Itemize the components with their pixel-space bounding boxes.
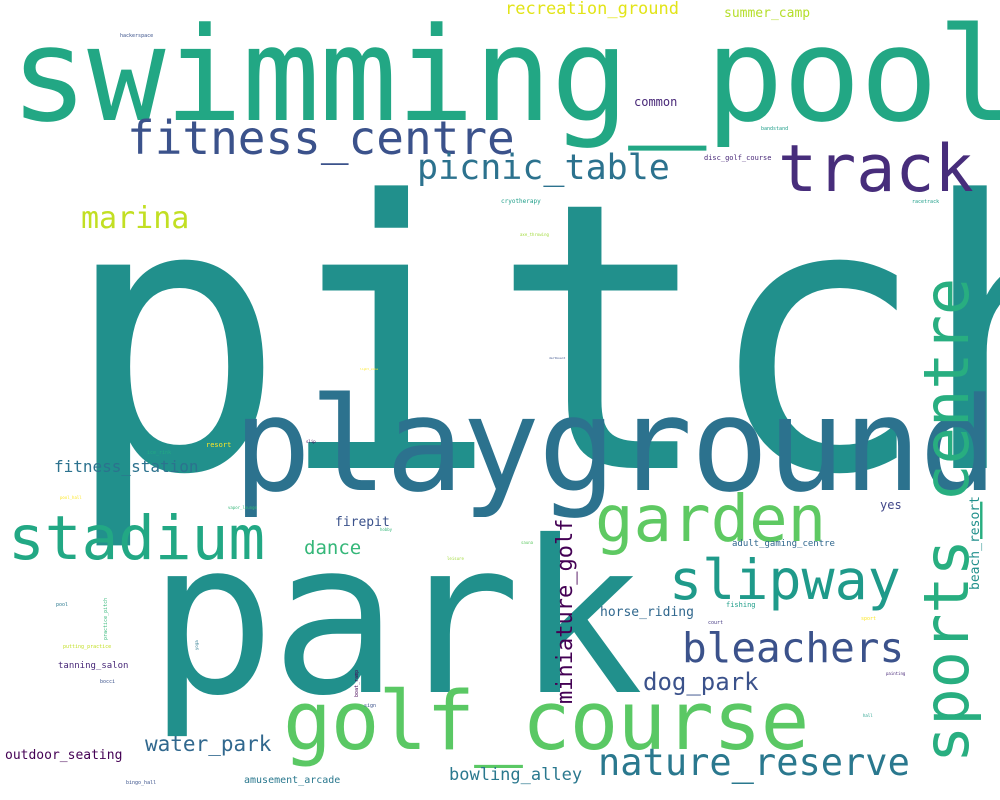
word: park bbox=[148, 495, 644, 742]
word: slip bbox=[306, 439, 316, 444]
word: amusement_arcade bbox=[244, 775, 341, 786]
word: practice_pitch bbox=[103, 597, 109, 640]
word: adult_gaming_centre bbox=[732, 539, 835, 549]
word: playground bbox=[233, 369, 998, 521]
word: bleachers bbox=[682, 624, 905, 672]
word: putting_practice bbox=[63, 644, 112, 650]
word: bandstand bbox=[761, 126, 789, 132]
word: sauna bbox=[521, 540, 534, 545]
word: swimming_pool bbox=[10, 0, 1000, 151]
word: fishing bbox=[726, 601, 756, 609]
word: common bbox=[634, 95, 678, 109]
word: boat_ramp bbox=[354, 669, 360, 697]
word: track bbox=[778, 132, 974, 207]
word: bowling_alley bbox=[449, 765, 583, 785]
word: outdoor_seating bbox=[5, 748, 123, 763]
word: sport bbox=[861, 616, 877, 622]
word: axe_throwing bbox=[520, 232, 549, 237]
word: fitness_station bbox=[54, 457, 199, 476]
word: resort bbox=[206, 441, 232, 449]
word: firepit bbox=[335, 515, 390, 530]
word: hobby bbox=[380, 527, 393, 532]
word: ice_rink bbox=[147, 450, 172, 456]
word: dartboard bbox=[549, 356, 566, 360]
word: miniature_golf bbox=[553, 518, 578, 704]
word: leisure bbox=[447, 556, 464, 561]
word: marina bbox=[81, 201, 190, 236]
word: painting bbox=[886, 671, 906, 676]
word: nature_reserve bbox=[598, 741, 910, 784]
word: dance bbox=[304, 537, 362, 559]
word: hackerspace bbox=[120, 33, 154, 39]
word: slipway bbox=[669, 548, 901, 612]
word: fitness_centre bbox=[127, 111, 515, 165]
word: horse_riding bbox=[600, 605, 694, 620]
word: summer_camp bbox=[724, 6, 811, 21]
word: recreation_ground bbox=[505, 0, 679, 19]
word: tanning_salon bbox=[58, 661, 129, 671]
word: dog_park bbox=[643, 668, 759, 696]
word: picnic_table bbox=[417, 148, 670, 188]
word: yes bbox=[880, 498, 902, 512]
word: vapor_lounge bbox=[228, 505, 257, 510]
word: pitch bbox=[62, 123, 1000, 556]
word: bocci bbox=[100, 679, 116, 685]
word: golf_course bbox=[283, 675, 809, 769]
word: stadium bbox=[8, 503, 266, 574]
word: yoga bbox=[194, 640, 199, 650]
word: light_zone bbox=[360, 367, 379, 371]
word: garden bbox=[595, 483, 827, 557]
word: court bbox=[708, 620, 724, 626]
word: beach_resort bbox=[968, 496, 983, 590]
word: cryotherapy bbox=[501, 198, 541, 205]
word: sign bbox=[364, 703, 377, 709]
word: pool bbox=[56, 602, 69, 608]
word: racetrack bbox=[912, 199, 940, 205]
word: disc_golf_course bbox=[704, 154, 772, 162]
word: water_park bbox=[145, 732, 272, 756]
word: hall bbox=[863, 713, 873, 718]
word: bingo_hall bbox=[126, 780, 157, 786]
word: pool_hall bbox=[60, 495, 82, 500]
